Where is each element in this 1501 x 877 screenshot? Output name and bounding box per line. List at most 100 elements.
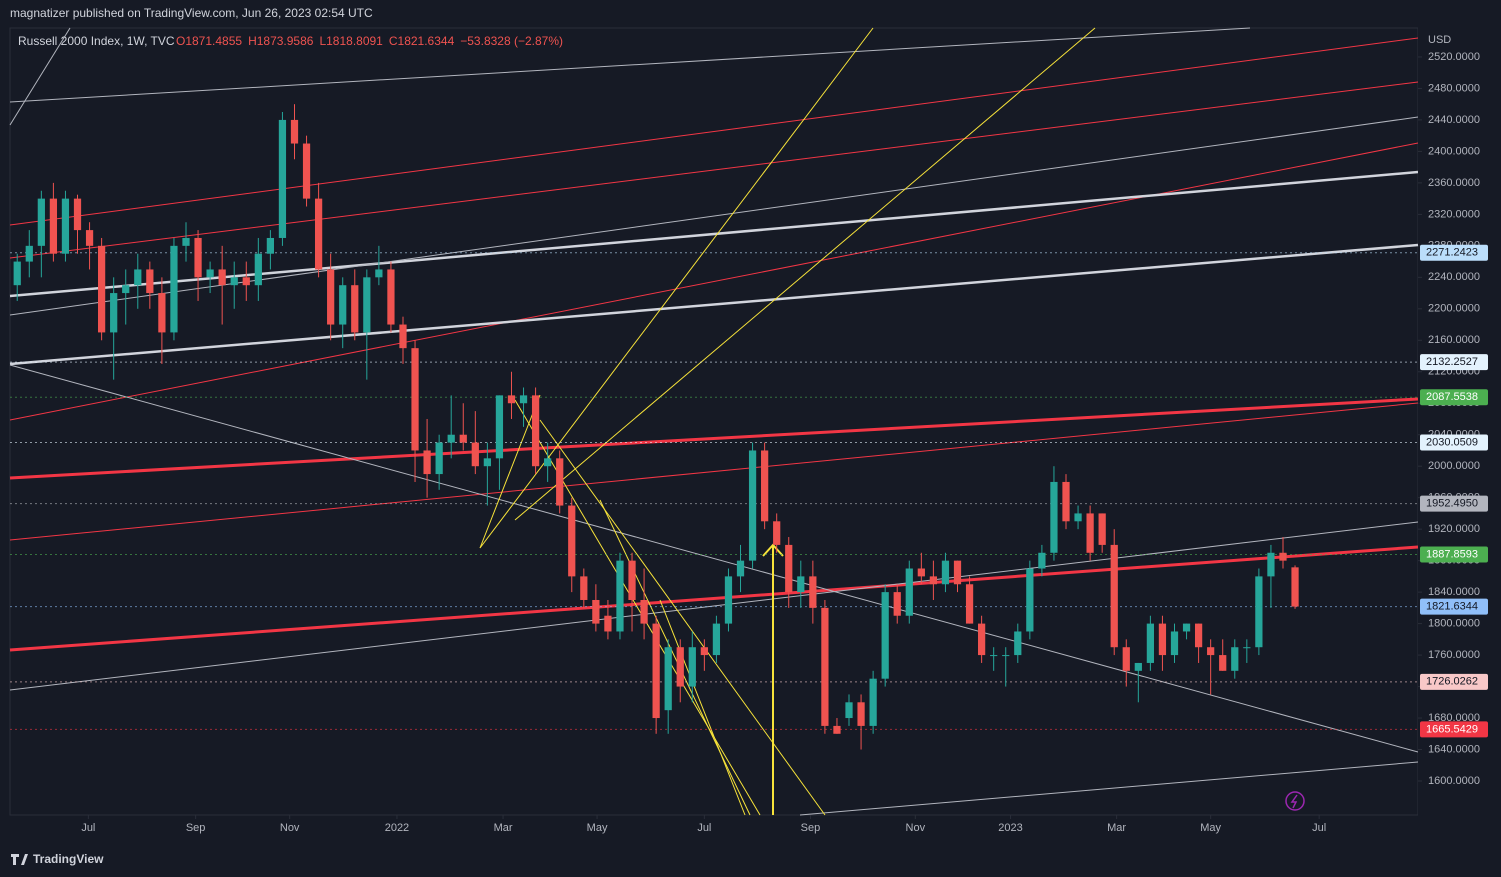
candle-body [1291, 567, 1299, 607]
candle-body [1026, 568, 1034, 632]
candle-body [1146, 623, 1154, 663]
candle-body [98, 245, 106, 333]
y-tick-label: 1920.0000 [1428, 523, 1480, 535]
candle-body [327, 269, 335, 325]
alert-icon-bolt [1290, 794, 1298, 809]
alert-icon[interactable] [1285, 791, 1305, 811]
candle-body [110, 293, 118, 333]
trend-line [799, 761, 1419, 816]
candle-body [797, 576, 805, 593]
trend-line [539, 419, 826, 816]
candle-body [857, 702, 865, 726]
candle-body [471, 442, 479, 467]
candle-body [1267, 552, 1275, 577]
candle-body [881, 592, 889, 679]
x-tick-label: Jul [1312, 822, 1326, 834]
arrow-head [762, 543, 784, 557]
trend-line [9, 27, 1251, 103]
ohlc-high: H1873.9586 [248, 34, 314, 48]
candle-body [363, 277, 371, 333]
candle-body [495, 395, 504, 459]
candle-body [435, 442, 443, 475]
y-tick-label: 2400.0000 [1428, 145, 1480, 157]
candle-body [194, 237, 202, 278]
candle-body [761, 450, 769, 522]
trend-line [659, 599, 746, 816]
candle-body [917, 568, 925, 577]
candle-body [544, 458, 552, 467]
candle-body [712, 623, 721, 656]
trend-line [599, 499, 751, 816]
candle-body [568, 505, 576, 577]
ohlc-low: L1818.8091 [319, 34, 383, 48]
price-label-box [1420, 598, 1488, 615]
y-tick-label: 2320.0000 [1428, 208, 1480, 220]
candle-body [1255, 576, 1263, 648]
candle-body [592, 599, 600, 624]
candle-body [339, 285, 347, 325]
y-tick-label: 2200.0000 [1428, 303, 1480, 315]
plot-area [9, 27, 1419, 816]
candle-body [1182, 623, 1191, 632]
footer [0, 843, 1501, 877]
candle-body [616, 560, 624, 632]
candle-body [447, 434, 455, 443]
y-tick-label: 2160.0000 [1428, 334, 1480, 346]
candle-body [459, 434, 467, 443]
x-tick-label: Jul [697, 822, 711, 834]
trend-line [9, 142, 1419, 421]
price-label-box [1420, 244, 1488, 261]
ohlc-close: C1821.6344 [389, 34, 455, 48]
candle-body [941, 560, 950, 585]
trend-line [9, 243, 1419, 366]
y-tick-label: 2360.0000 [1428, 177, 1480, 189]
price-label-box [1420, 389, 1488, 406]
candle-body [206, 269, 214, 278]
y-tick-label: 2000.0000 [1428, 460, 1480, 472]
x-tick-label: Mar [1107, 822, 1126, 834]
candle-body [49, 198, 58, 254]
candle-body [423, 450, 431, 475]
candle-body [978, 623, 986, 656]
candle-body [953, 560, 962, 585]
x-tick-label: May [587, 822, 608, 834]
y-tick-label: 2240.0000 [1428, 271, 1480, 283]
trend-line [9, 27, 71, 126]
candle-body [170, 245, 178, 333]
candle-body [724, 576, 733, 624]
candle-body [1207, 647, 1215, 656]
candle-body [290, 119, 299, 144]
candle-body [314, 198, 323, 270]
y-tick-label: 2480.0000 [1428, 82, 1480, 94]
x-tick-label: Nov [280, 822, 300, 834]
candle-body [519, 395, 528, 404]
trend-line [9, 37, 1419, 226]
candle-body [1002, 655, 1010, 657]
trend-line [9, 364, 1419, 753]
x-tick-label: Jul [81, 822, 95, 834]
candle-body [1122, 647, 1130, 671]
trend-line [514, 399, 761, 816]
candle-body [1194, 623, 1203, 648]
candle-body [580, 576, 588, 600]
price-label: 2030.0509 [1426, 436, 1478, 448]
trend-line [9, 402, 1419, 541]
candle-body [134, 269, 142, 286]
trend-line [514, 27, 1096, 521]
x-tick-label: Sep [186, 822, 206, 834]
candle-body [73, 198, 82, 231]
candle-body [736, 560, 745, 577]
logo [11, 854, 28, 865]
candle-body [688, 647, 696, 687]
candle-body [1098, 513, 1106, 545]
candle-body [809, 576, 817, 608]
x-tick-label: 2022 [385, 822, 409, 834]
trend-line [9, 397, 1419, 480]
candle-body [700, 647, 708, 656]
candle-body [230, 277, 238, 286]
ohlc-open: O1871.4855 [176, 34, 242, 48]
candle-body [218, 269, 226, 286]
y-tick-label: 1840.0000 [1428, 586, 1480, 598]
candle-body [929, 576, 938, 585]
